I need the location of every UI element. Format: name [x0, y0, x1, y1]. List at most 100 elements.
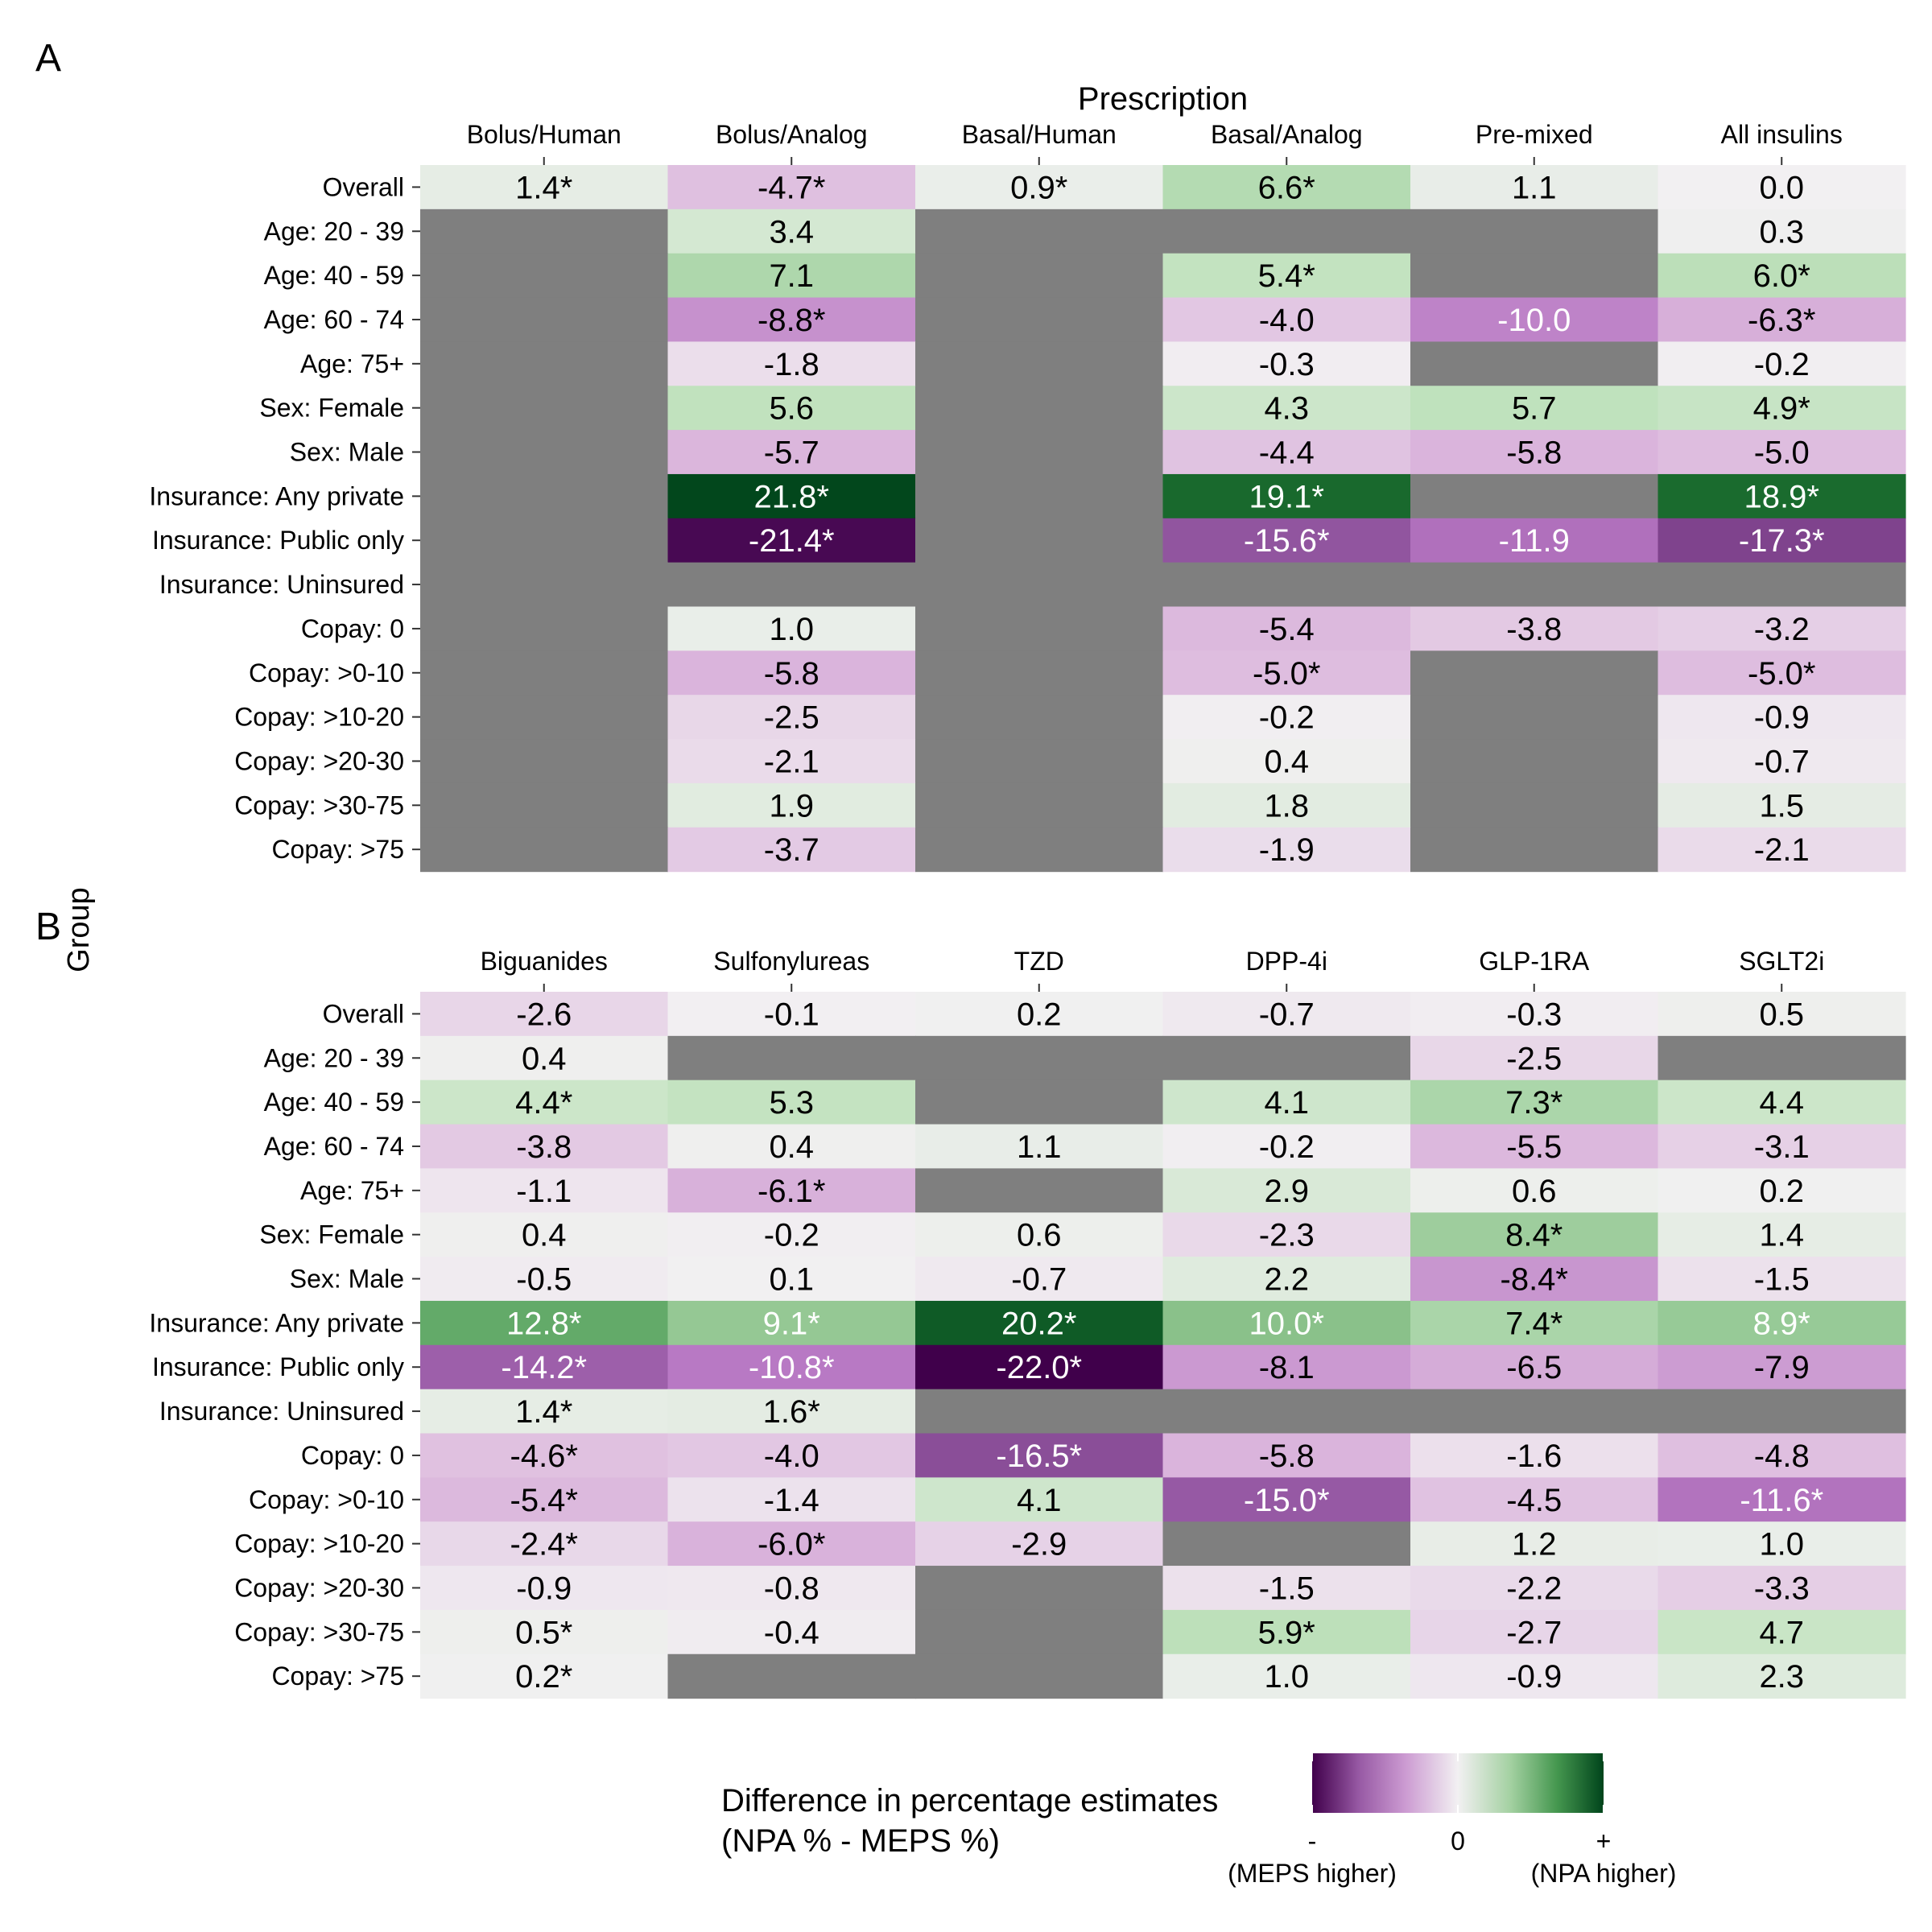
cell-value-label: -1.5: [1754, 1262, 1810, 1298]
cell-value-label: -1.1: [516, 1174, 572, 1209]
cell-value-label: -10.8*: [749, 1350, 835, 1385]
heatmap-cell: [915, 1653, 1164, 1699]
heatmap-cell: [1657, 341, 1906, 386]
heatmap-cell: [1162, 386, 1411, 431]
row-label: Copay: >0-10: [249, 658, 404, 687]
heatmap-cell: [667, 1257, 916, 1302]
heatmap-cell: [1410, 430, 1659, 475]
heatmap-cell: [667, 430, 916, 475]
heatmap-cell: [1410, 1035, 1659, 1081]
heatmap-cell: [915, 1168, 1164, 1213]
heatmap-cell: [915, 253, 1164, 299]
cell-value-label: -5.0*: [1748, 656, 1816, 691]
heatmap-cell: [1410, 1212, 1659, 1257]
row-label: Sex: Male: [290, 438, 404, 467]
row-label: Insurance: Any private: [149, 1308, 404, 1337]
column-label: DPP-4i: [1246, 947, 1327, 976]
heatmap-cell: [667, 606, 916, 651]
cell-value-label: -0.3: [1506, 997, 1562, 1032]
cell-value-label: 0.2*: [515, 1659, 572, 1695]
legend-title-line2: (NPA % - MEPS %): [721, 1823, 1000, 1859]
heatmap-cell: [915, 1433, 1164, 1478]
column-label: Basal/Analog: [1211, 120, 1363, 149]
cell-value-label: 0.2: [1759, 1174, 1804, 1209]
cell-value-label: 0.6: [1017, 1218, 1062, 1253]
cell-value-label: -11.6*: [1740, 1483, 1823, 1518]
cell-value-label: -0.7: [1259, 997, 1315, 1032]
cell-value-label: 5.4*: [1258, 258, 1315, 294]
row-label: Copay: >0-10: [249, 1485, 404, 1514]
heatmap-cell: [1162, 430, 1411, 475]
heatmap-cell: [1410, 695, 1659, 740]
heatmap-cell: [667, 297, 916, 342]
heatmap-cell: [1410, 208, 1659, 254]
heatmap-cell: [667, 1653, 916, 1699]
heatmap-cell: [667, 1433, 916, 1478]
heatmap-cell: [1657, 1168, 1906, 1213]
cell-value-label: 21.8*: [754, 479, 829, 514]
cell-value-label: -0.2: [1259, 700, 1315, 736]
cell-value-label: -4.5: [1506, 1483, 1562, 1518]
heatmap-cell: [1657, 165, 1906, 210]
heatmap-cell: [1410, 297, 1659, 342]
row-label: Age: 20 - 39: [264, 217, 404, 246]
heatmap-cell: [1657, 1609, 1906, 1655]
cell-value-label: 0.5*: [515, 1615, 572, 1650]
heatmap-cell: [915, 1124, 1164, 1169]
heatmap-cell: [420, 208, 669, 254]
heatmap-cell: [420, 1212, 669, 1257]
heatmap-cell: [1410, 1080, 1659, 1125]
cell-value-label: 4.1: [1264, 1085, 1309, 1121]
heatmap-cell: [1657, 1566, 1906, 1611]
heatmap-cell: [1162, 297, 1411, 342]
row-label: Insurance: Uninsured: [159, 1397, 404, 1426]
heatmap-cell: [1410, 782, 1659, 828]
heatmap-cell: [420, 1080, 669, 1125]
cell-value-label: 4.1: [1017, 1483, 1062, 1518]
heatmap-cell: [1657, 1124, 1906, 1169]
heatmap-cell: [420, 650, 669, 696]
heatmap-cell: [915, 782, 1164, 828]
heatmap-cell: [667, 253, 916, 299]
heatmap-cell: [420, 739, 669, 784]
cell-value-label: 0.4: [522, 1218, 567, 1253]
heatmap-cell: [915, 341, 1164, 386]
cell-value-label: -2.2: [1506, 1571, 1562, 1606]
cell-value-label: -0.1: [764, 997, 819, 1032]
heatmap-cell: [420, 297, 669, 342]
heatmap-cell: [1410, 1344, 1659, 1390]
cell-value-label: 8.4*: [1505, 1218, 1563, 1253]
heatmap-cell: [915, 1212, 1164, 1257]
cell-value-label: 9.1*: [763, 1306, 820, 1341]
heatmap-cell: [1410, 473, 1659, 519]
legend-label-high: (NPA higher): [1531, 1859, 1677, 1888]
cell-value-label: -15.6*: [1244, 523, 1330, 559]
cell-value-label: -2.3: [1259, 1218, 1315, 1253]
cell-value-label: -8.8*: [758, 303, 826, 338]
row-label: Copay: >75: [271, 835, 404, 864]
heatmap-cell: [1657, 992, 1906, 1037]
heatmap-cell: [1657, 518, 1906, 564]
cell-value-label: -0.4: [764, 1615, 819, 1650]
heatmap-cell: [1657, 430, 1906, 475]
row-label: Sex: Female: [259, 394, 404, 423]
cell-value-label: -1.8: [764, 347, 819, 382]
heatmap-cell: [1657, 827, 1906, 873]
heatmap-cell: [1162, 1521, 1411, 1567]
heatmap-cell: [1657, 650, 1906, 696]
heatmap-cell: [667, 1389, 916, 1435]
cell-value-label: -6.5: [1506, 1350, 1562, 1385]
legend-title-line1: Difference in percentage estimates: [721, 1783, 1218, 1818]
heatmap-cell: [667, 1212, 916, 1257]
heatmap-cell: [915, 650, 1164, 696]
heatmap-cell: [1162, 606, 1411, 651]
heatmap-cell: [667, 1035, 916, 1081]
cell-value-label: -10.0: [1497, 303, 1571, 338]
row-label: Age: 40 - 59: [264, 1088, 404, 1117]
heatmap-cell: [420, 562, 669, 608]
heatmap-cell: [915, 1080, 1164, 1125]
heatmap-cell: [1162, 1080, 1411, 1125]
heatmap-cell: [667, 208, 916, 254]
heatmap-cell: [1410, 1521, 1659, 1567]
panel-b: B Biguanides Sulfonylureas TZD DPP-4i GLP-1RA…: [35, 906, 1906, 1699]
